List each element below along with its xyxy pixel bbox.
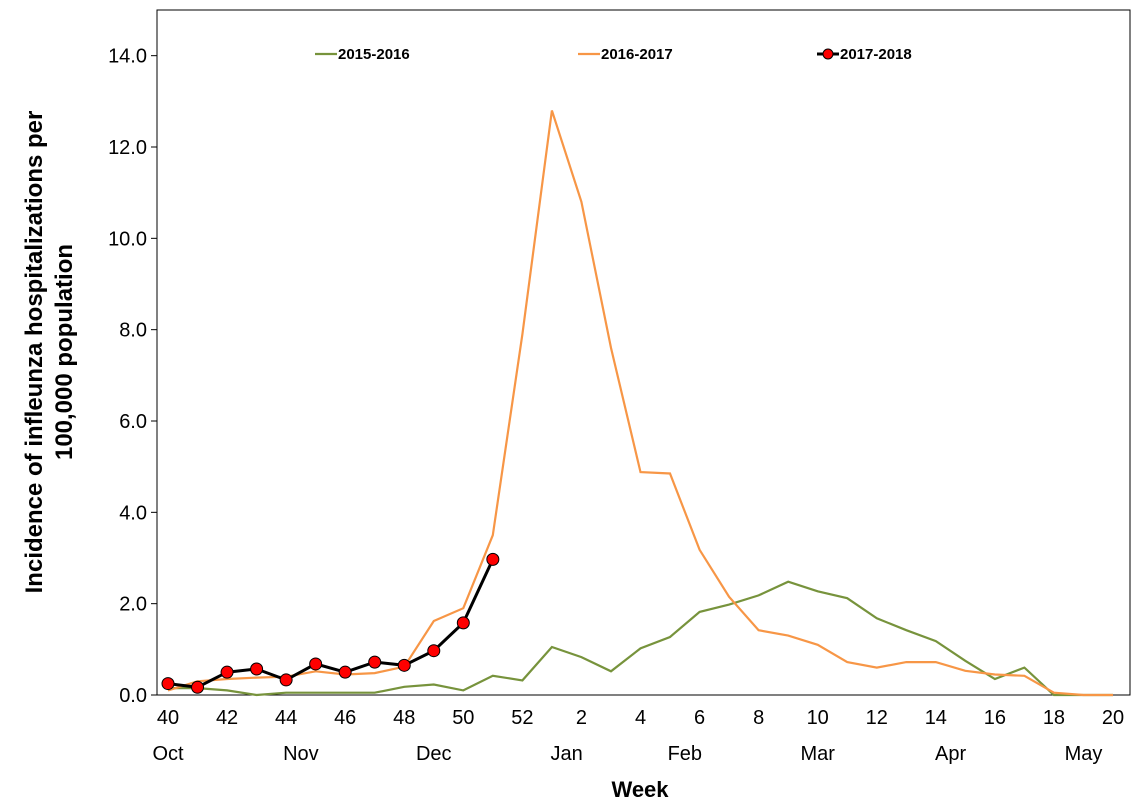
y-tick-label: 4.0 [119, 502, 147, 524]
x-tick-label: 10 [807, 707, 829, 729]
legend-label: 2016-2017 [601, 46, 673, 63]
x-tick-label: 48 [393, 707, 415, 729]
series-marker [309, 657, 323, 671]
series-marker [161, 677, 175, 691]
x-tick-label: 14 [925, 707, 947, 729]
series-marker [456, 616, 470, 630]
series-marker [279, 673, 293, 687]
month-label: Dec [416, 743, 452, 765]
month-label: Jan [551, 743, 583, 765]
y-tick-label: 8.0 [119, 320, 147, 342]
series-line [168, 580, 1113, 697]
x-tick-label: 12 [866, 707, 888, 729]
x-axis-title: Week [611, 777, 669, 802]
x-tick-label: 6 [694, 707, 705, 729]
y-tick-label: 14.0 [108, 46, 147, 68]
legend-marker [822, 48, 834, 60]
series-marker [220, 665, 234, 679]
x-tick-label: 18 [1043, 707, 1065, 729]
x-tick-label: 46 [334, 707, 356, 729]
x-tick-label: 8 [753, 707, 764, 729]
legend-label: 2017-2018 [840, 46, 912, 63]
y-tick-label: 0.0 [119, 685, 147, 707]
month-label: Oct [152, 743, 184, 765]
x-tick-label: 2 [576, 707, 587, 729]
x-tick-label: 4 [635, 707, 646, 729]
month-label: Feb [668, 743, 702, 765]
series-line [167, 110, 1113, 697]
month-label: Nov [283, 743, 319, 765]
month-label: May [1065, 743, 1103, 765]
series-marker [368, 655, 382, 669]
series-marker [486, 552, 500, 566]
series-marker [338, 665, 352, 679]
series-marker [397, 658, 411, 672]
month-label: Apr [935, 743, 966, 765]
y-tick-label: 2.0 [119, 594, 147, 616]
x-tick-label: 40 [157, 707, 179, 729]
x-tick-label: 50 [452, 707, 474, 729]
x-tick-label: 20 [1102, 707, 1124, 729]
y-axis-title: 100,000 population [51, 244, 78, 460]
y-tick-label: 10.0 [108, 228, 147, 250]
y-axis-title: Incidence of infleunza hospitalizations … [21, 111, 48, 594]
plot-frame [156, 9, 1131, 696]
series-marker [191, 680, 205, 694]
y-tick-label: 12.0 [108, 137, 147, 159]
legend-label: 2015-2016 [338, 46, 410, 63]
series-marker [250, 662, 264, 676]
x-tick-label: 16 [984, 707, 1006, 729]
x-tick-label: 44 [275, 707, 297, 729]
x-tick-label: 42 [216, 707, 238, 729]
series-marker [427, 644, 441, 658]
month-label: Mar [800, 743, 835, 765]
x-tick-label: 52 [511, 707, 533, 729]
y-tick-label: 6.0 [119, 411, 147, 433]
